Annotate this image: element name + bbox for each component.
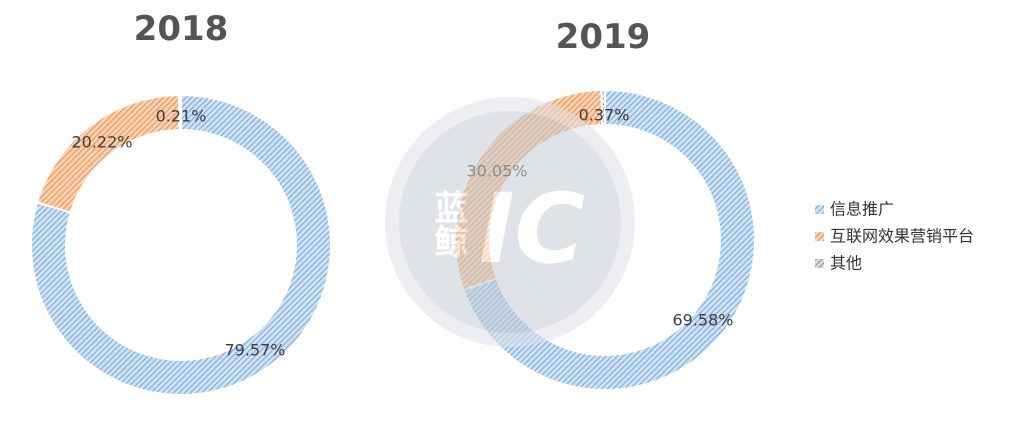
legend-swatch-other [815,259,824,268]
donut-slice-2018-other [178,93,182,132]
chart-title-2019: 2019 [556,17,651,57]
watermark-logo: 蓝鲸 IC [385,97,635,347]
data-labels-2018: 79.57% 20.22% 0.21% [71,107,285,360]
data-label-2019-info-promotion: 69.58% [672,311,733,330]
data-label-2018-internet-marketing-platform: 20.22% [71,133,132,152]
legend-label-info-promotion: 信息推广 [830,200,894,219]
data-label-2018-info-promotion: 79.57% [224,341,285,360]
watermark-mark: IC [479,173,585,285]
chart-title-2018: 2018 [134,9,229,49]
legend-label-internet-marketing-platform: 互联网效果营销平台 [830,227,974,246]
data-label-2019-other: 0.37% [579,106,630,125]
watermark-text: 蓝鲸 [428,190,468,258]
legend-swatch-internet-marketing-platform [815,232,824,241]
legend-swatch-info-promotion [815,205,824,214]
donut-slice-2018-info-promotion [30,93,332,396]
legend-label-other: 其他 [830,254,862,273]
donut-slice-2019-other [600,88,606,127]
donut-slices-2018 [30,93,332,396]
donut-chart-2018: 2018 79.57% 20.22% 0.21% [30,9,332,396]
data-label-2018-other: 0.21% [156,107,207,126]
